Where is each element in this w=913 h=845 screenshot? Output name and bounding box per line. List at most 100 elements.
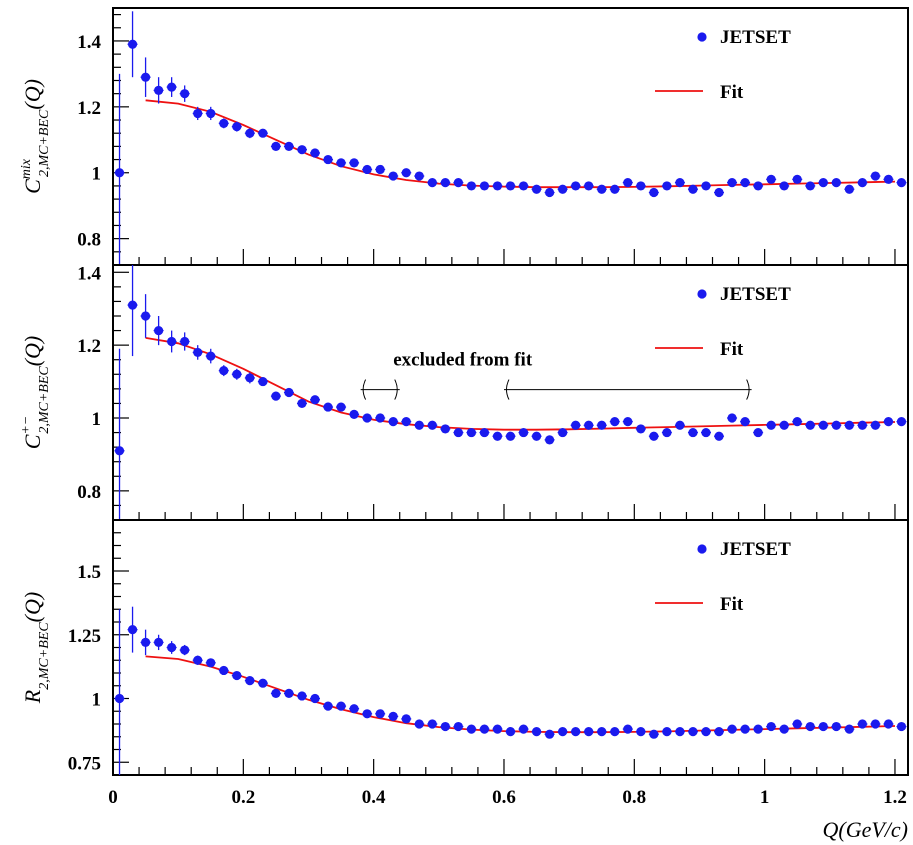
data-point <box>427 178 437 188</box>
data-point <box>375 164 385 175</box>
data-point <box>649 729 659 739</box>
data-point <box>844 420 854 430</box>
y-axis-label-sub: 2,MC+BEC <box>37 622 52 690</box>
data-point <box>753 181 763 191</box>
data-point <box>297 691 307 701</box>
data-point <box>870 171 881 181</box>
panel-c2-plus-minus: 0.8 1 1.2 1.4 C+− 2,MC+BEC(Q) JETSET Fit exclude… <box>19 263 909 521</box>
data-point <box>414 719 424 729</box>
data-point <box>844 724 854 734</box>
data-point <box>571 727 581 737</box>
data-point <box>479 724 490 734</box>
data-point <box>375 413 385 423</box>
data-point <box>505 181 516 191</box>
data-point <box>388 171 398 181</box>
x-tick-label: 0.2 <box>231 787 255 808</box>
data-point <box>492 431 503 441</box>
data-point <box>414 171 424 181</box>
data-point <box>623 724 633 734</box>
data-point <box>870 719 881 729</box>
data-point <box>388 417 398 427</box>
y-tick-label: 1.2 <box>77 98 101 119</box>
data-point <box>401 417 411 427</box>
data-point <box>544 187 555 198</box>
data-point <box>127 300 138 310</box>
data-point <box>440 721 450 732</box>
data-point <box>297 145 307 155</box>
y-tick-label: 1 <box>92 164 102 185</box>
data-point <box>258 376 268 387</box>
data-point <box>701 427 711 438</box>
data-point <box>571 420 581 430</box>
data-point <box>610 417 620 427</box>
data-point <box>180 336 190 347</box>
data-point <box>714 727 724 737</box>
data-point <box>206 108 216 119</box>
data-point <box>688 184 698 194</box>
data-point <box>219 366 229 376</box>
data-point <box>297 398 307 409</box>
data-point <box>127 625 138 635</box>
data-point <box>193 655 203 665</box>
y-tick-label: 0.8 <box>77 230 101 251</box>
legend-marker-points <box>697 32 707 42</box>
excluded-range-bracket-left <box>505 379 510 400</box>
data-point <box>323 701 333 711</box>
data-point <box>362 413 372 423</box>
y-tick-label: 0.8 <box>77 482 101 503</box>
data-point <box>284 141 294 151</box>
data-point <box>870 420 881 430</box>
data-point <box>323 154 333 165</box>
fit-curve <box>145 99 896 189</box>
data-point <box>688 727 698 737</box>
data-point <box>714 431 724 441</box>
data-point <box>427 719 437 729</box>
y-tick-label: 1.25 <box>68 626 101 647</box>
data-point <box>375 709 385 719</box>
data-point <box>818 178 828 188</box>
data-point <box>740 724 750 734</box>
fit-curve <box>145 655 896 734</box>
data-point <box>766 174 776 184</box>
data-point <box>531 184 542 194</box>
data-point <box>140 72 151 82</box>
data-point <box>584 420 594 430</box>
data-point <box>740 417 750 427</box>
data-point <box>114 168 125 178</box>
data-point <box>544 729 555 739</box>
data-point <box>154 85 164 95</box>
data-point <box>740 178 750 188</box>
data-point <box>245 676 255 686</box>
data-point <box>649 431 659 441</box>
data-point <box>492 181 503 191</box>
legend-label-points: JETSET <box>720 27 791 48</box>
data-point <box>844 184 854 194</box>
excluded-range-bracket-right <box>394 379 398 400</box>
panel-r2: 0.75 1 1.25 1.5 0 0.2 0.4 0.6 0.8 1 1.2 R2,MC+BEC(Q… <box>20 519 909 808</box>
data-point <box>792 174 802 184</box>
y-axis-label: Cmix 2,MC+BEC(Q) <box>19 79 52 194</box>
data-point <box>466 181 477 191</box>
legend-marker-points <box>697 289 707 299</box>
data-point <box>883 719 894 729</box>
data-point <box>610 184 620 194</box>
data-point <box>492 724 503 734</box>
data-point <box>258 128 268 138</box>
data-point <box>662 181 672 191</box>
data-point <box>597 727 607 737</box>
data-point <box>466 724 477 734</box>
data-point <box>127 39 138 49</box>
y-tick-label: 1.4 <box>77 263 101 284</box>
y-axis-label-sup: +− <box>19 416 34 435</box>
data-point <box>818 721 828 732</box>
y-tick-label: 0.75 <box>68 753 101 774</box>
data-point <box>662 727 672 737</box>
y-axis-label-main: R <box>20 689 45 704</box>
data-point <box>271 391 281 401</box>
data-point <box>597 420 607 430</box>
y-axis-label-arg: (Q) <box>20 79 45 110</box>
data-point <box>114 693 125 704</box>
data-point <box>805 181 815 191</box>
x-tick-label: 0.8 <box>622 787 646 808</box>
